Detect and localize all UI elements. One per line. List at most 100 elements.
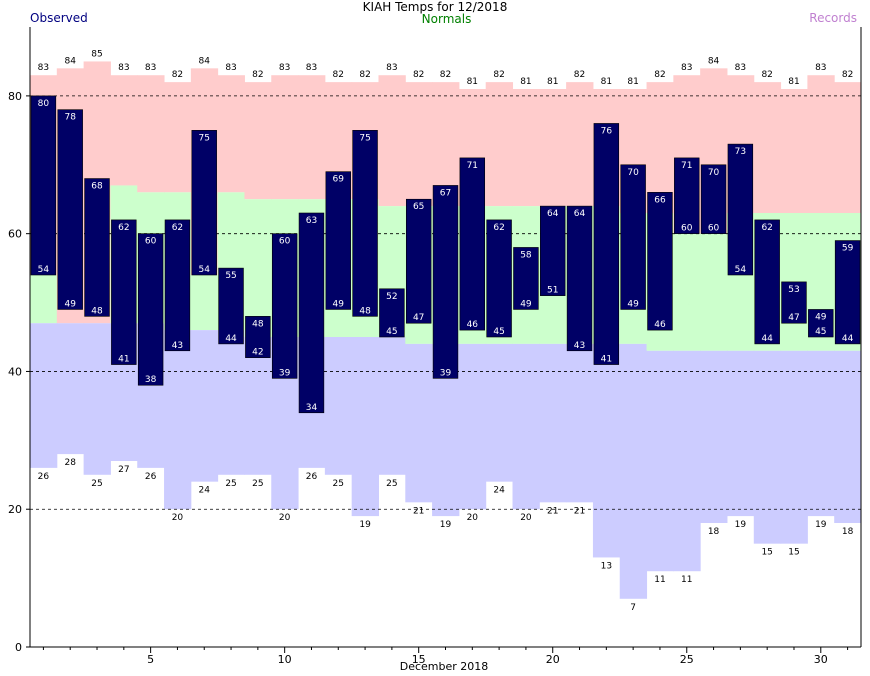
observed-high-label: 76	[601, 126, 613, 136]
x-tick-label: 5	[147, 653, 154, 666]
x-tick-label: 20	[546, 653, 560, 666]
observed-high-label: 64	[547, 209, 559, 219]
observed-low-label: 45	[386, 327, 397, 337]
observed-low-label: 43	[172, 341, 183, 351]
record-high-band	[378, 75, 406, 207]
record-high-label: 84	[708, 56, 720, 66]
record-low-band	[566, 343, 594, 503]
record-high-band	[271, 75, 299, 200]
record-low-label: 20	[172, 513, 184, 523]
observed-high-label: 53	[788, 285, 799, 295]
observed-low-label: 46	[654, 320, 666, 330]
record-low-label: 15	[788, 548, 799, 558]
record-low-label: 24	[199, 486, 211, 496]
record-low-band	[700, 350, 728, 523]
observed-bar	[513, 247, 539, 310]
observed-low-label: 34	[306, 403, 318, 413]
record-high-label: 83	[145, 63, 156, 73]
x-tick-label: 15	[412, 653, 426, 666]
record-high-label: 83	[735, 63, 746, 73]
record-low-band	[834, 350, 862, 523]
record-low-band	[164, 330, 192, 510]
record-high-label: 81	[601, 77, 612, 87]
record-high-label: 82	[574, 70, 585, 80]
observed-high-label: 69	[333, 175, 345, 185]
observed-bar	[700, 164, 727, 234]
record-high-label: 83	[38, 63, 49, 73]
record-low-label: 25	[386, 479, 397, 489]
y-tick-label: 40	[8, 365, 22, 378]
record-low-label: 13	[601, 561, 612, 571]
record-low-label: 21	[574, 506, 585, 516]
record-high-label: 85	[91, 49, 102, 59]
record-low-label: 25	[333, 479, 344, 489]
observed-bar	[727, 143, 754, 276]
record-high-label: 82	[172, 70, 183, 80]
record-high-label: 83	[386, 63, 397, 73]
record-low-label: 19	[359, 520, 371, 530]
observed-high-label: 52	[386, 292, 397, 302]
record-high-band	[807, 75, 835, 213]
observed-high-label: 62	[761, 223, 772, 233]
record-high-label: 82	[842, 70, 853, 80]
record-high-band	[753, 82, 782, 213]
record-high-label: 84	[199, 56, 211, 66]
observed-low-label: 44	[761, 334, 773, 344]
observed-high-label: 64	[574, 209, 586, 219]
record-high-label: 81	[627, 77, 638, 87]
record-low-band	[673, 350, 701, 572]
observed-bar	[808, 309, 834, 338]
observed-bar	[620, 164, 646, 310]
observed-low-label: 54	[735, 265, 747, 275]
observed-bar	[84, 178, 110, 317]
record-low-band	[83, 323, 111, 475]
observed-high-label: 68	[91, 182, 103, 192]
record-low-label: 27	[118, 465, 129, 475]
legend-observed: Observed	[30, 11, 88, 25]
record-high-band	[244, 82, 272, 200]
record-low-band	[646, 350, 674, 572]
legend-records: Records	[809, 11, 857, 25]
observed-high-label: 60	[145, 237, 157, 247]
record-high-band	[780, 89, 808, 213]
observed-high-label: 71	[681, 161, 692, 171]
observed-bar	[540, 205, 566, 296]
observed-high-label: 62	[493, 223, 504, 233]
observed-high-label: 67	[440, 188, 451, 198]
record-high-band	[539, 89, 567, 207]
observed-high-label: 71	[467, 161, 478, 171]
record-high-band	[646, 82, 674, 213]
observed-bar	[566, 205, 593, 352]
observed-high-label: 78	[64, 113, 76, 123]
record-high-label: 81	[547, 77, 558, 87]
record-low-band	[539, 343, 567, 503]
normal-band	[700, 233, 728, 351]
record-low-label: 19	[815, 520, 827, 530]
observed-bar	[111, 219, 137, 365]
observed-high-label: 66	[654, 195, 666, 205]
record-low-label: 26	[145, 472, 157, 482]
observed-bar	[674, 157, 700, 234]
observed-low-label: 41	[118, 355, 129, 365]
record-low-label: 21	[413, 506, 424, 516]
observed-high-label: 80	[38, 99, 50, 109]
record-low-band	[592, 343, 621, 558]
record-high-band	[485, 82, 514, 207]
observed-high-label: 70	[627, 168, 639, 178]
observed-low-label: 43	[574, 341, 585, 351]
y-tick-label: 60	[8, 228, 22, 241]
observed-low-label: 39	[279, 368, 291, 378]
observed-high-label: 49	[815, 312, 827, 322]
observed-bar	[271, 233, 298, 379]
observed-low-label: 46	[467, 320, 479, 330]
record-low-label: 26	[38, 472, 50, 482]
record-low-label: 26	[306, 472, 318, 482]
record-high-label: 83	[306, 63, 317, 73]
observed-bar	[379, 288, 405, 338]
record-low-band	[324, 337, 353, 475]
observed-bar	[191, 130, 217, 276]
observed-high-label: 75	[199, 133, 210, 143]
record-low-label: 28	[64, 458, 76, 468]
chart-title: KIAH Temps for 12/2018	[362, 0, 508, 14]
